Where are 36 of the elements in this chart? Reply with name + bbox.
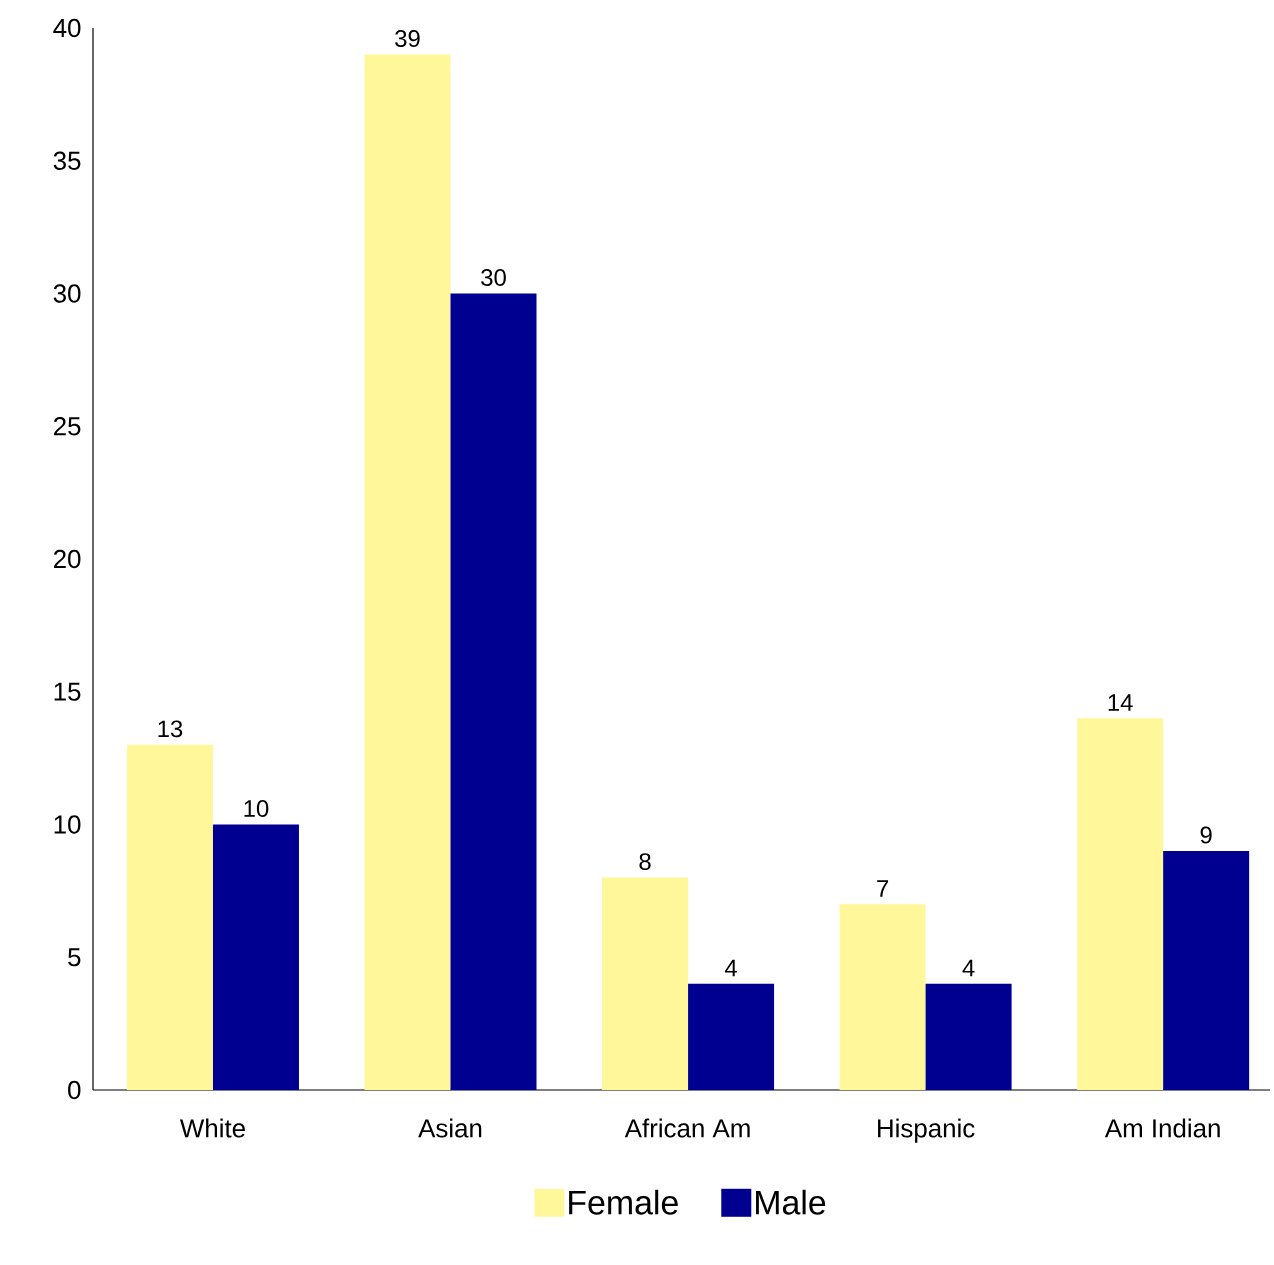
data-label: 39 [395,30,420,48]
y-tick-label: 20 [53,549,81,569]
x-tick-label: Hispanic [878,1118,975,1143]
bar [126,744,213,1090]
data-label: 30 [481,269,506,286]
y-tick-label: 25 [53,417,81,436]
data-label: 8 [639,853,651,871]
bar [925,983,1012,1090]
data-label: 10 [244,800,269,817]
legend-label: Female [569,1189,678,1215]
bar [602,877,689,1090]
x-tick-label: African Am [624,1118,750,1138]
legend-label: Male [756,1189,826,1215]
data-label: 7 [877,880,889,897]
data-label: 4 [724,959,737,977]
y-tick-label: 5 [68,948,81,967]
y-tick-label: 30 [53,284,81,303]
bar [688,983,775,1090]
y-tick-label: 40 [53,18,81,38]
bar [839,904,926,1090]
bar [1077,718,1164,1090]
data-label: 13 [158,720,183,738]
y-tick-label: 0 [68,1080,81,1100]
x-tick-label: Asian [418,1118,482,1138]
x-tick-label: White [179,1118,245,1138]
data-label: 4 [962,959,975,977]
y-tick-label: 10 [54,815,81,834]
bar [1163,851,1250,1090]
bar [212,824,299,1090]
y-tick-label: 35 [53,151,81,170]
bar [450,293,537,1090]
x-tick-label: Am Indian [1104,1118,1220,1138]
y-tick-label: 15 [54,682,81,701]
data-label: 14 [1108,694,1133,711]
data-label: 9 [1200,826,1212,844]
bar [364,54,451,1090]
